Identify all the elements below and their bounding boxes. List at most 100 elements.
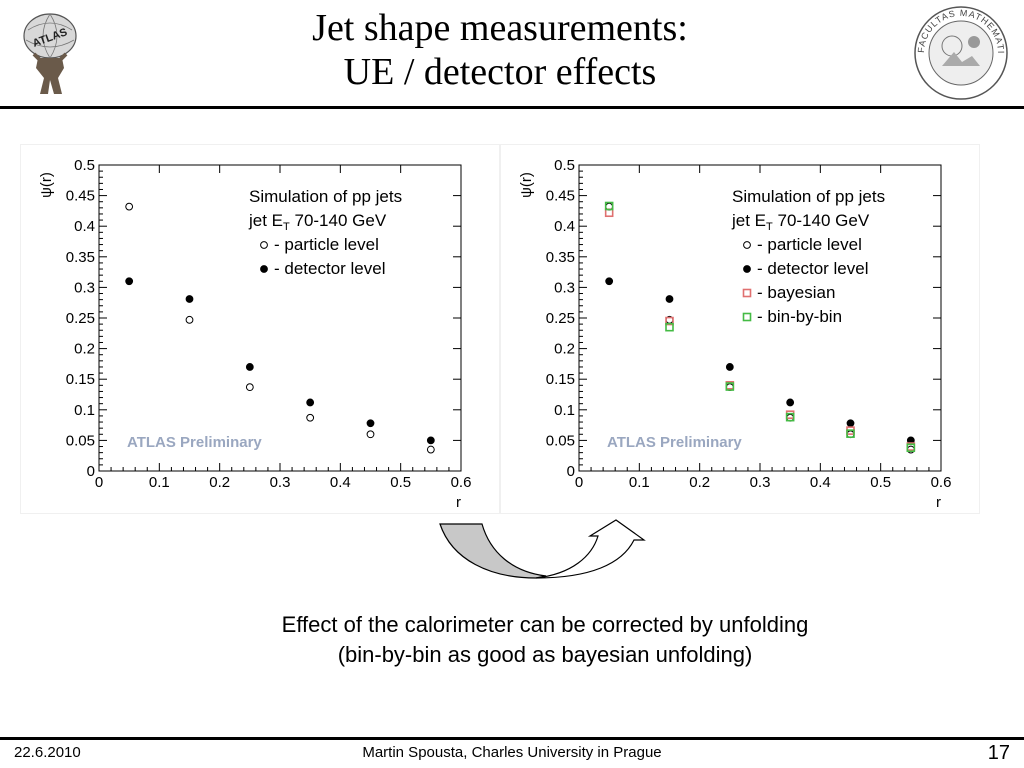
- legend-entry-label: - bayesian: [757, 283, 835, 302]
- data-point: [426, 436, 435, 445]
- data-point: [846, 429, 855, 438]
- chart-panel-right: 0 0.1 0.2 0.3 0.4 0.5 0.6 0 0.05 0.1 0.15 0.2 0.25 0.…: [500, 144, 980, 514]
- data-point: [846, 419, 855, 428]
- y-axis-label: ψ(r): [518, 172, 535, 198]
- x-axis-label: r: [936, 494, 941, 511]
- data-point: [725, 382, 735, 391]
- data-point: [366, 419, 375, 428]
- data-point: [604, 201, 614, 211]
- data-point: [185, 295, 194, 303]
- atlas-figure-icon: ATLAS: [23, 13, 77, 94]
- y-tick-label: 0.5: [554, 157, 575, 174]
- data-point: [366, 430, 375, 439]
- caption-line-1: Effect of the calorimeter can be correct…: [281, 612, 809, 637]
- footer-rule: [0, 737, 1024, 740]
- y-tick-label: 0.3: [74, 279, 95, 296]
- legend-entry-label: - particle level: [274, 235, 379, 254]
- curved-arrow-icon: [439, 519, 646, 579]
- data-point: [125, 277, 134, 286]
- y-axis-label: ψ(r): [38, 172, 55, 198]
- data-point: [605, 277, 614, 286]
- legend-entry-label: - particle level: [757, 235, 862, 254]
- footer-date: 22.6.2010: [14, 744, 81, 761]
- legend-marker: [743, 241, 751, 249]
- legend-header-line-1: Simulation of pp jets: [732, 187, 885, 206]
- y-tick-label: 0: [87, 463, 95, 480]
- series-3: [604, 201, 916, 453]
- data-point: [906, 443, 916, 453]
- data-point: [245, 383, 254, 392]
- series-1: [125, 277, 435, 445]
- data-point: [665, 322, 674, 332]
- legend-marker: [260, 265, 268, 273]
- unfolding-arrow: [430, 516, 660, 582]
- data-point: [245, 363, 254, 371]
- data-point: [665, 295, 674, 303]
- y-tick-label: 0.3: [554, 279, 575, 296]
- data-point: [725, 363, 734, 371]
- header-rule: [0, 106, 1024, 109]
- data-point: [306, 398, 315, 407]
- caption-line-2: (bin-by-bin as good as bayesian unfoldin…: [337, 642, 753, 667]
- x-tick-label: 0.5: [390, 474, 411, 491]
- x-tick-label: 0: [575, 474, 583, 491]
- legend-marker: [743, 265, 751, 273]
- legend-marker: [742, 288, 752, 298]
- x-tick-label: 0.3: [750, 474, 771, 491]
- y-tick-label: 0.1: [74, 402, 95, 419]
- series-0: [125, 202, 435, 454]
- x-tick-label: 0.6: [931, 474, 952, 491]
- y-tick-label: 0.2: [74, 341, 95, 358]
- legend-entry-label: - detector level: [274, 259, 386, 278]
- legend-header-line-2: jet ET 70-140 GeV: [248, 211, 387, 233]
- atlas-preliminary-label: ATLAS Preliminary: [127, 434, 262, 451]
- x-axis-label: r: [456, 494, 461, 511]
- y-tick-label: 0.45: [546, 188, 575, 205]
- y-tick-label: 0.25: [66, 310, 95, 327]
- x-tick-label: 0.2: [689, 474, 710, 491]
- y-tick-label: 0.05: [66, 432, 95, 449]
- y-tick-label: 0.35: [66, 249, 95, 266]
- data-point: [125, 202, 134, 211]
- x-tick-label: 0.1: [629, 474, 650, 491]
- title-line-1: Jet shape measurements:: [312, 7, 688, 49]
- data-point: [185, 315, 194, 324]
- x-tick-label: 0.3: [270, 474, 291, 491]
- x-tick-label: 0.6: [451, 474, 472, 491]
- atlas-logo: ATLAS: [14, 8, 86, 98]
- data-point: [785, 412, 795, 422]
- y-tick-label: 0.25: [546, 310, 575, 327]
- y-tick-label: 0.4: [554, 218, 575, 235]
- data-point: [786, 398, 795, 407]
- data-point: [306, 413, 315, 422]
- footer-page-number: 17: [987, 742, 1010, 764]
- x-tick-label: 0: [95, 474, 103, 491]
- y-tick-label: 0.2: [554, 341, 575, 358]
- legend-marker: [742, 312, 752, 322]
- legend-entry-label: - detector level: [757, 259, 869, 278]
- y-tick-label: 0.1: [554, 402, 575, 419]
- atlas-preliminary-label: ATLAS Preliminary: [607, 434, 742, 451]
- jet-shape-chart-left: 0 0.1 0.2 0.3 0.4 0.5 0.6 0 0.05 0.1 0.15 0.2 0.25 0.…: [38, 157, 472, 511]
- legend-header-line-2: jet ET 70-140 GeV: [731, 211, 870, 233]
- data-point: [665, 316, 674, 326]
- x-tick-label: 0.2: [209, 474, 230, 491]
- series-1: [605, 277, 915, 445]
- title-line-2: UE / detector effects: [343, 51, 657, 93]
- caption: Effect of the calorimeter can be correct…: [150, 610, 940, 670]
- y-tick-label: 0.4: [74, 218, 95, 235]
- jet-shape-chart-right: 0 0.1 0.2 0.3 0.4 0.5 0.6 0 0.05 0.1 0.15 0.2 0.25 0.…: [518, 157, 952, 511]
- legend-entry-label: - bin-by-bin: [757, 307, 842, 326]
- faculty-seal: FACULTAS MATHEMATICA PHYSICAQUE: [908, 0, 1010, 102]
- x-tick-label: 0.4: [330, 474, 351, 491]
- faculty-seal-icon: FACULTAS MATHEMATICA PHYSICAQUE: [908, 0, 1008, 100]
- y-tick-label: 0.35: [546, 249, 575, 266]
- y-tick-label: 0.15: [66, 371, 95, 388]
- legend-header-line-1: Simulation of pp jets: [249, 187, 402, 206]
- y-tick-label: 0: [567, 463, 575, 480]
- x-tick-label: 0.4: [810, 474, 831, 491]
- footer-author: Martin Spousta, Charles University in Pr…: [362, 744, 662, 761]
- y-tick-label: 0.5: [74, 157, 95, 174]
- y-tick-label: 0.05: [546, 432, 575, 449]
- chart-panel-left: 0 0.1 0.2 0.3 0.4 0.5 0.6 0 0.05 0.1 0.15 0.2 0.25 0.…: [20, 144, 500, 514]
